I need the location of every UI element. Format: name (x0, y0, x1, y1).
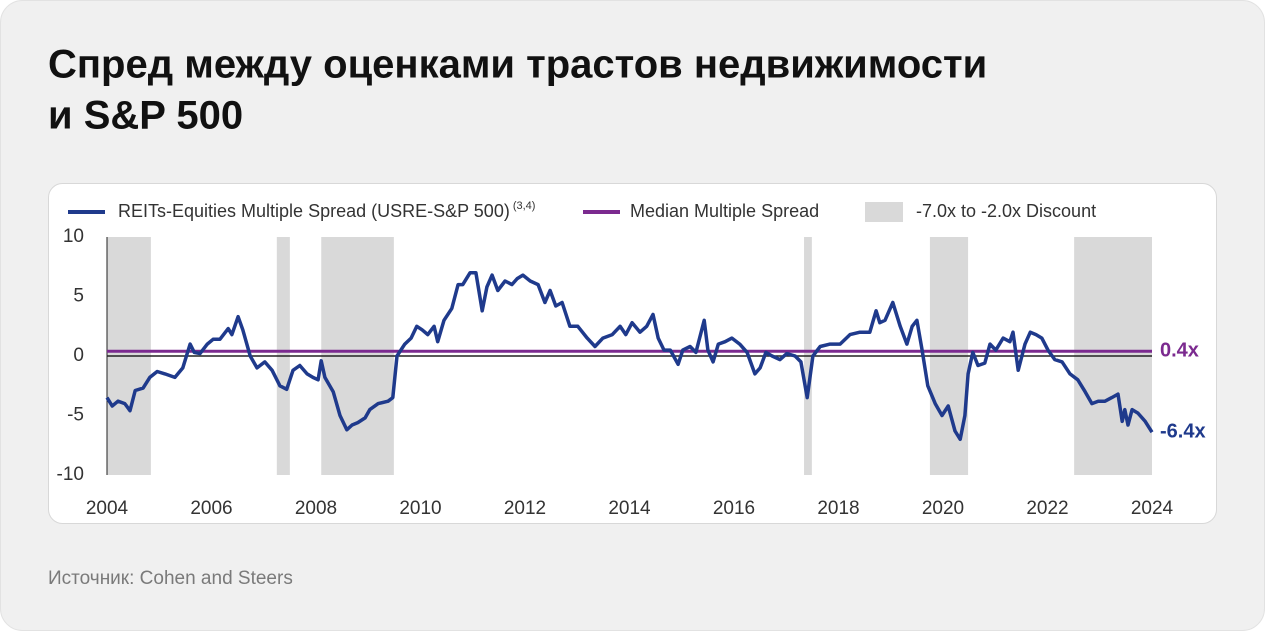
x-tick-label: 2018 (817, 498, 859, 519)
end-label: 0.4x (1160, 340, 1199, 362)
legend-note: (3,4) (513, 200, 536, 212)
x-tick-label: 2004 (86, 498, 129, 519)
x-tick-label: 2012 (504, 498, 546, 519)
title-line: Спред между оценками трастов недвижимост… (48, 43, 987, 87)
x-tick-label: 2010 (399, 498, 441, 519)
x-tick-label: 2016 (713, 498, 755, 519)
title-line: и S&P 500 (48, 94, 243, 138)
source: Источник: Cohen and Steers (48, 568, 293, 589)
y-tick-label: 0 (73, 345, 84, 366)
y-tick-label: 5 (73, 286, 84, 307)
series-line (105, 270, 1154, 442)
x-tick-label: 2006 (190, 498, 232, 519)
x-tick-label: 2022 (1026, 498, 1068, 519)
x-tick-label: 2014 (608, 498, 651, 519)
chart-card (48, 183, 1217, 524)
y-tick-label: -10 (57, 464, 84, 485)
x-tick-label: 2008 (295, 498, 337, 519)
y-tick-label: -5 (67, 405, 84, 426)
legend-label: -7.0x to -2.0x Discount (916, 201, 1096, 221)
legend-swatch (865, 202, 903, 222)
x-tick-label: 2024 (1131, 498, 1174, 519)
y-tick-label: 10 (63, 226, 84, 247)
x-tick-label: 2020 (922, 498, 964, 519)
end-label: -6.4x (1160, 420, 1206, 442)
legend-label: Median Multiple Spread (630, 201, 819, 221)
legend-label: REITs-Equities Multiple Spread (USRE-S&P… (118, 201, 510, 221)
